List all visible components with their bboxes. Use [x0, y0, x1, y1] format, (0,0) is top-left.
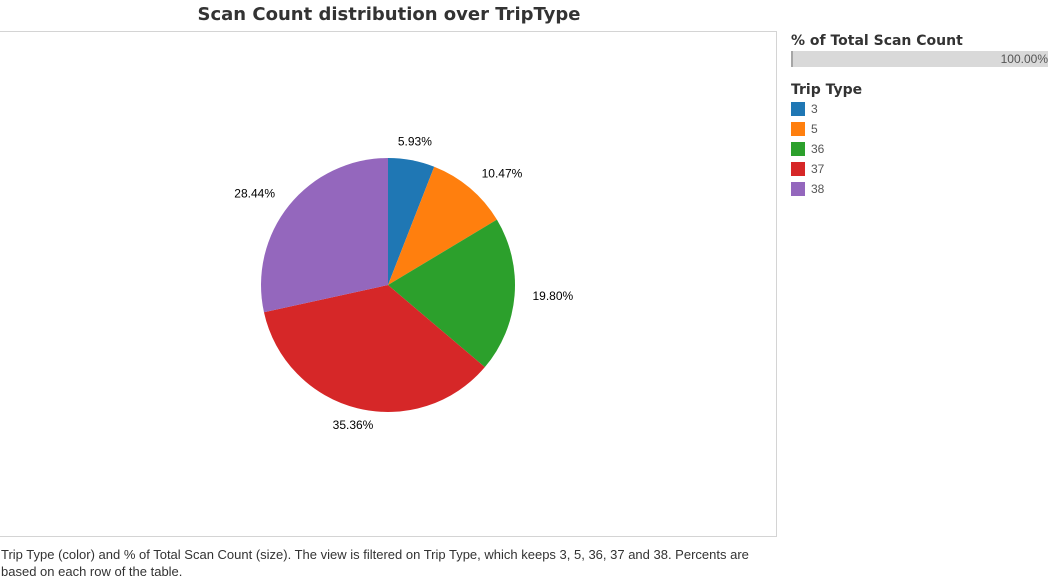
legend-swatch: [791, 162, 805, 176]
legend-label: 36: [811, 142, 825, 156]
legend-item-37[interactable]: 37: [791, 159, 824, 179]
pie-slice-37[interactable]: [263, 285, 485, 412]
pie-slice-38[interactable]: [261, 158, 388, 313]
legend-item-3[interactable]: 3: [791, 99, 824, 119]
chart-caption: Trip Type (color) and % of Total Scan Co…: [1, 547, 749, 579]
size-legend-bar: 100.00%: [791, 51, 1048, 67]
pie-slice-3[interactable]: [388, 158, 435, 285]
legend-item-36[interactable]: 36: [791, 139, 824, 159]
pie-slice-5[interactable]: [388, 166, 497, 285]
pie-slice-36[interactable]: [388, 219, 516, 368]
legend-item-5[interactable]: 5: [791, 119, 824, 139]
chart-title: Scan Count distribution over TripType: [197, 4, 581, 25]
size-legend-title: % of Total Scan Count: [791, 33, 963, 49]
slice-label-5: 10.47%: [482, 166, 523, 180]
slice-label-36: 19.80%: [533, 289, 574, 303]
slice-label-3: 5.93%: [398, 135, 432, 149]
legend-label: 38: [811, 182, 825, 196]
legend-swatch: [791, 142, 805, 156]
pie-chart: 5.93% 10.47% 19.80% 35.36% 28.44%: [234, 135, 574, 432]
legend-label: 3: [811, 102, 818, 116]
color-legend: 3 5 36 37 38: [791, 99, 824, 199]
slice-label-37: 35.36%: [333, 418, 374, 432]
legend-label: 5: [811, 122, 818, 136]
legend-swatch: [791, 122, 805, 136]
slice-label-38: 28.44%: [234, 186, 275, 200]
size-legend-value: 100.00%: [1000, 52, 1048, 66]
legend-item-38[interactable]: 38: [791, 179, 824, 199]
legend-swatch: [791, 182, 805, 196]
plot-area: 5.93% 10.47% 19.80% 35.36% 28.44%: [0, 31, 777, 537]
legend-swatch: [791, 102, 805, 116]
legend-label: 37: [811, 162, 825, 176]
color-legend-title: Trip Type: [791, 82, 863, 98]
